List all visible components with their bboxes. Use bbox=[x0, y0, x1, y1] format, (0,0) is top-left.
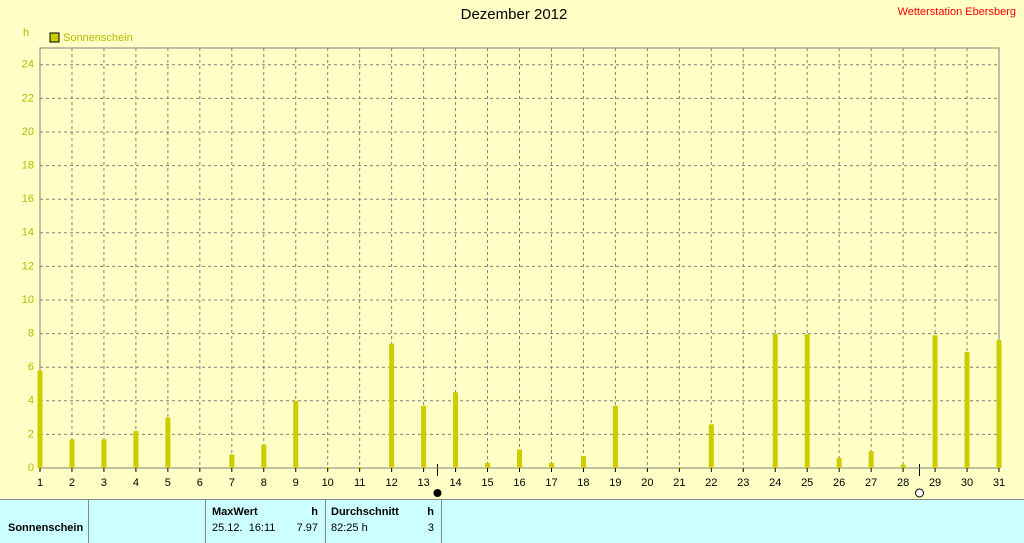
x-tick-label: 27 bbox=[865, 477, 877, 489]
table-background bbox=[0, 499, 1024, 543]
y-tick-label: 2 bbox=[28, 428, 34, 440]
y-axis-label: h bbox=[23, 27, 29, 39]
y-tick-label: 14 bbox=[22, 227, 34, 239]
x-tick-label: 24 bbox=[769, 477, 781, 489]
bar bbox=[261, 444, 267, 468]
x-tick-label: 28 bbox=[897, 477, 909, 489]
bar bbox=[133, 431, 139, 468]
bar bbox=[389, 343, 395, 468]
x-tick-label: 3 bbox=[101, 477, 107, 489]
chart-title: Dezember 2012 bbox=[461, 6, 568, 23]
x-tick-label: 9 bbox=[293, 477, 299, 489]
x-tick-label: 23 bbox=[737, 477, 749, 489]
x-tick-label: 5 bbox=[165, 477, 171, 489]
header: h bbox=[311, 506, 318, 518]
cell: 3 bbox=[428, 522, 434, 534]
x-tick-label: 29 bbox=[929, 477, 941, 489]
bar bbox=[708, 424, 714, 468]
y-tick-label: 16 bbox=[22, 193, 34, 205]
new-moon bbox=[433, 489, 442, 497]
x-tick-label: 25 bbox=[801, 477, 813, 489]
bar bbox=[517, 449, 522, 468]
x-tick-label: 21 bbox=[673, 477, 685, 489]
x-tick-label: 26 bbox=[833, 477, 845, 489]
bar bbox=[772, 333, 778, 468]
x-tick-label: 15 bbox=[481, 477, 493, 489]
bar bbox=[612, 405, 618, 468]
bar bbox=[676, 467, 682, 468]
legend-label: Sonnenschein bbox=[63, 32, 133, 44]
cell: 25.12. 16:11 bbox=[212, 522, 275, 534]
bar bbox=[580, 456, 586, 468]
bar bbox=[69, 439, 75, 468]
legend-swatch bbox=[49, 32, 60, 43]
row-label: Sonnenschein bbox=[8, 522, 83, 534]
x-tick-label: 2 bbox=[69, 477, 75, 489]
x-tick-label: 6 bbox=[197, 477, 203, 489]
x-tick-label: 8 bbox=[261, 477, 267, 489]
x-tick-label: 11 bbox=[354, 477, 365, 489]
bar bbox=[868, 451, 874, 468]
x-tick-label: 22 bbox=[705, 477, 717, 489]
y-tick-label: 18 bbox=[22, 160, 34, 172]
bar bbox=[932, 335, 938, 468]
y-tick-label: 4 bbox=[28, 395, 34, 407]
bar bbox=[357, 467, 363, 468]
bar bbox=[804, 334, 810, 468]
bar bbox=[964, 352, 970, 468]
bar bbox=[836, 457, 842, 468]
y-tick-label: 6 bbox=[28, 361, 34, 373]
header: h bbox=[427, 506, 434, 518]
bar bbox=[996, 340, 1002, 468]
full-moon bbox=[915, 488, 924, 498]
y-tick-label: 22 bbox=[22, 92, 34, 104]
bar bbox=[453, 392, 459, 468]
source: Wetterstation Ebersberg bbox=[898, 6, 1016, 18]
y-tick-label: 10 bbox=[22, 294, 34, 306]
x-tick-label: 13 bbox=[417, 477, 429, 489]
bar bbox=[165, 417, 171, 468]
header: Durchschnitt bbox=[331, 506, 399, 518]
bar bbox=[101, 439, 107, 468]
y-tick-label: 8 bbox=[28, 328, 34, 340]
y-tick-label: 20 bbox=[22, 126, 34, 138]
cell: 82:25 h bbox=[331, 522, 368, 534]
bar bbox=[548, 462, 554, 468]
chart-background bbox=[0, 0, 1024, 499]
x-tick-label: 30 bbox=[961, 477, 973, 489]
y-tick-label: 0 bbox=[28, 462, 34, 474]
x-tick-label: 16 bbox=[513, 477, 525, 489]
bar bbox=[229, 454, 235, 468]
header: MaxWert bbox=[212, 506, 258, 518]
bar bbox=[325, 467, 331, 468]
bar bbox=[293, 400, 299, 468]
bar bbox=[900, 464, 906, 468]
x-tick-label: 12 bbox=[386, 477, 398, 489]
x-tick-label: 20 bbox=[641, 477, 653, 489]
x-tick-label: 31 bbox=[993, 477, 1005, 489]
bar bbox=[37, 370, 43, 468]
bar bbox=[485, 462, 491, 468]
x-tick-label: 17 bbox=[545, 477, 557, 489]
x-tick-label: 10 bbox=[322, 477, 334, 489]
x-tick-label: 4 bbox=[133, 477, 139, 489]
x-tick-label: 19 bbox=[609, 477, 621, 489]
bar bbox=[421, 405, 427, 468]
x-tick-label: 14 bbox=[449, 477, 461, 489]
cell: 7.97 bbox=[297, 522, 318, 534]
y-tick-label: 24 bbox=[22, 59, 34, 71]
y-tick-label: 12 bbox=[22, 260, 34, 272]
x-tick-label: 18 bbox=[577, 477, 589, 489]
x-tick-label: 1 bbox=[37, 477, 43, 489]
x-tick-label: 7 bbox=[229, 477, 235, 489]
